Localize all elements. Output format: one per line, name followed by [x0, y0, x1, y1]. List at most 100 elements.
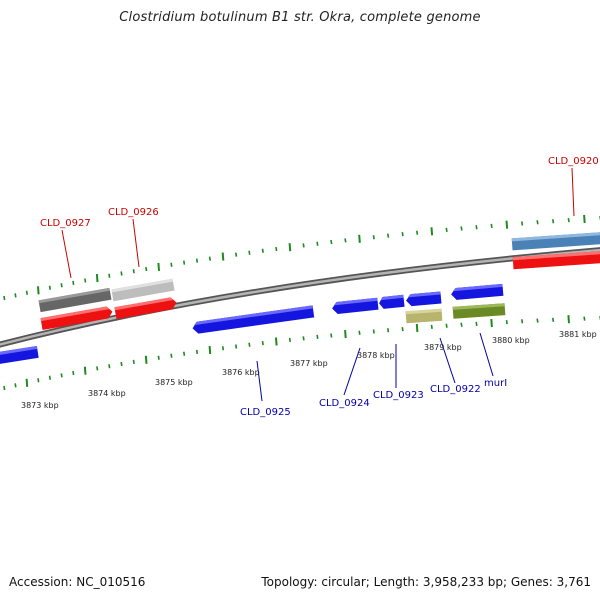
minor-tick: [475, 321, 478, 327]
minor-tick: [37, 378, 40, 383]
gene-cld-0922[interactable]: [406, 291, 442, 307]
minor-tick: [372, 235, 375, 240]
minor-tick: [372, 329, 375, 334]
minor-tick: [25, 290, 28, 295]
gene-cld-0927-pseudo[interactable]: [38, 287, 112, 313]
minor-tick: [132, 269, 135, 274]
minor-tick: [248, 342, 251, 347]
major-tick: [358, 234, 361, 243]
gene-label-cld-0922[interactable]: CLD_0922: [430, 384, 481, 395]
minor-tick: [521, 319, 524, 324]
minor-tick: [401, 231, 404, 237]
minor-tick: [208, 256, 211, 261]
minor-tick: [387, 233, 390, 238]
gene-label-cld-0924[interactable]: CLD_0924: [319, 398, 370, 409]
minor-tick: [84, 278, 87, 283]
minor-tick: [3, 385, 6, 391]
gene-cld-0927[interactable]: [40, 306, 113, 330]
minor-tick: [72, 280, 75, 286]
minor-tick: [552, 219, 555, 224]
scale-label: 3878 kbp: [357, 351, 395, 360]
minor-tick: [275, 246, 278, 252]
gene-label-cld-0926[interactable]: CLD_0926: [108, 207, 159, 218]
minor-tick: [302, 336, 305, 341]
scale-label: 3876 kbp: [222, 368, 260, 377]
minor-tick: [330, 239, 333, 245]
minor-tick: [552, 317, 555, 323]
scale-label: 3880 kbp: [492, 336, 530, 345]
minor-tick: [3, 295, 6, 301]
major-tick: [344, 330, 347, 339]
minor-tick: [170, 262, 173, 267]
genome-summary-text: Topology: circular; Length: 3,958,233 bp…: [261, 575, 591, 589]
major-tick: [25, 378, 29, 387]
major-tick: [221, 252, 225, 261]
gene-reverse-edge[interactable]: [0, 345, 39, 366]
minor-tick: [48, 375, 51, 380]
gene-cld-0926[interactable]: [114, 297, 177, 320]
minor-tick: [157, 355, 160, 360]
minor-tick: [221, 346, 225, 351]
minor-tick: [72, 370, 75, 376]
scale-labels: 3873 kbp 3874 kbp 3875 kbp 3876 kbp 3877…: [21, 330, 597, 410]
gene-cld-0924[interactable]: [332, 297, 379, 315]
minor-tick: [183, 260, 186, 265]
minor-tick: [235, 252, 238, 257]
gene-muri-pseudo[interactable]: [452, 303, 506, 319]
gene-cld-0922-pseudo[interactable]: [405, 308, 443, 324]
gene-label-cld-0925[interactable]: CLD_0925: [240, 407, 291, 418]
minor-tick: [460, 322, 463, 327]
gene-cld-0926-pseudo[interactable]: [111, 278, 175, 302]
minor-tick: [344, 238, 347, 243]
scale-label: 3881 kbp: [559, 330, 597, 339]
scale-label: 3874 kbp: [88, 389, 126, 398]
minor-tick: [120, 361, 123, 367]
minor-tick: [248, 250, 251, 255]
major-tick: [95, 274, 99, 283]
gene-cld-0920-pseudo[interactable]: [511, 231, 600, 251]
minor-tick: [261, 340, 264, 346]
minor-tick: [505, 319, 508, 325]
minor-tick: [108, 364, 111, 369]
minor-tick: [316, 334, 319, 340]
gene-labels: CLD_0927 CLD_0926 CLD_0920 CLD_0925 CLD_…: [40, 156, 599, 418]
reverse-strand-features: [0, 283, 506, 366]
major-tick: [505, 220, 509, 229]
minor-tick: [145, 266, 148, 272]
minor-tick: [170, 353, 173, 358]
minor-tick: [302, 243, 305, 248]
minor-tick: [387, 328, 390, 333]
minor-tick: [416, 230, 419, 235]
minor-tick: [475, 225, 478, 230]
minor-tick: [490, 223, 493, 229]
minor-tick: [14, 383, 17, 388]
gene-label-cld-0927[interactable]: CLD_0927: [40, 218, 91, 229]
major-tick: [430, 227, 434, 236]
minor-tick: [583, 316, 586, 321]
accession-text: Accession: NC_010516: [9, 575, 146, 589]
minor-tick: [330, 333, 333, 338]
major-tick: [157, 262, 160, 271]
gene-cld-0923[interactable]: [378, 294, 405, 310]
tick-row-reverse: [3, 315, 600, 391]
minor-tick: [358, 330, 361, 335]
minor-tick: [445, 227, 448, 233]
gene-label-cld-0920[interactable]: CLD_0920: [548, 156, 599, 167]
gene-muri[interactable]: [451, 283, 504, 300]
scale-label: 3879 kbp: [424, 343, 462, 352]
minor-tick: [536, 220, 539, 225]
minor-tick: [316, 241, 319, 246]
minor-tick: [108, 273, 111, 278]
major-tick: [208, 345, 212, 355]
gene-label-muri[interactable]: murI: [484, 378, 507, 389]
minor-tick: [261, 248, 264, 253]
forward-strand-features: [38, 231, 600, 330]
minor-tick: [521, 221, 524, 226]
gene-cld-0925[interactable]: [192, 305, 315, 334]
major-tick: [275, 337, 278, 346]
gene-cld-0920[interactable]: [512, 250, 600, 270]
minor-tick: [536, 318, 539, 323]
major-tick: [83, 366, 87, 375]
gene-label-cld-0923[interactable]: CLD_0923: [373, 390, 424, 401]
